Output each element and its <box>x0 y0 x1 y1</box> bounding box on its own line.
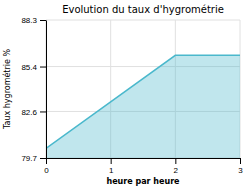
grid-line <box>46 20 240 21</box>
y-axis-title: Taux hygrométrie % <box>2 49 12 131</box>
y-axis: 79.7 82.6 85.4 88.3 <box>21 16 46 163</box>
tick-label: 88.3 <box>21 16 37 25</box>
chart: 0 1 2 3 79.7 82.6 85.4 88.3 Evolution du taux d'… <box>0 0 250 188</box>
tick: 88.3 <box>21 16 46 25</box>
area <box>46 55 240 158</box>
tick-label: 85.4 <box>21 63 37 72</box>
tick: 0 <box>44 158 49 175</box>
tick: 79.7 <box>21 154 46 163</box>
grid <box>46 20 240 158</box>
tick: 3 <box>238 158 243 175</box>
x-axis-title: heure par heure <box>106 177 180 186</box>
tick-mark <box>40 20 46 21</box>
tick-mark <box>40 111 46 112</box>
plot: 0 1 2 3 79.7 82.6 85.4 88.3 <box>21 16 243 175</box>
line <box>46 55 240 148</box>
tick-mark <box>240 158 241 164</box>
tick: 85.4 <box>21 63 46 72</box>
tick-mark <box>40 67 46 68</box>
grid-line <box>46 20 47 158</box>
tick-label: 82.6 <box>21 108 37 117</box>
tick: 2 <box>174 158 179 175</box>
marks <box>46 55 240 158</box>
tick-mark <box>111 158 112 164</box>
tick-label: 79.7 <box>21 154 37 163</box>
tick-label: 2 <box>174 166 179 175</box>
tick-mark <box>175 158 176 164</box>
x-axis: 0 1 2 3 <box>44 158 243 175</box>
tick-label: 0 <box>44 166 49 175</box>
title: Evolution du taux d'hygrométrie <box>62 4 224 15</box>
tick-mark <box>46 158 47 164</box>
axis-line <box>46 21 47 159</box>
axis-line <box>47 158 241 159</box>
tick: 82.6 <box>21 108 46 117</box>
tick-label: 3 <box>238 166 243 175</box>
tick-mark <box>40 158 46 159</box>
tick: 1 <box>109 158 114 175</box>
tick-label: 1 <box>109 166 114 175</box>
